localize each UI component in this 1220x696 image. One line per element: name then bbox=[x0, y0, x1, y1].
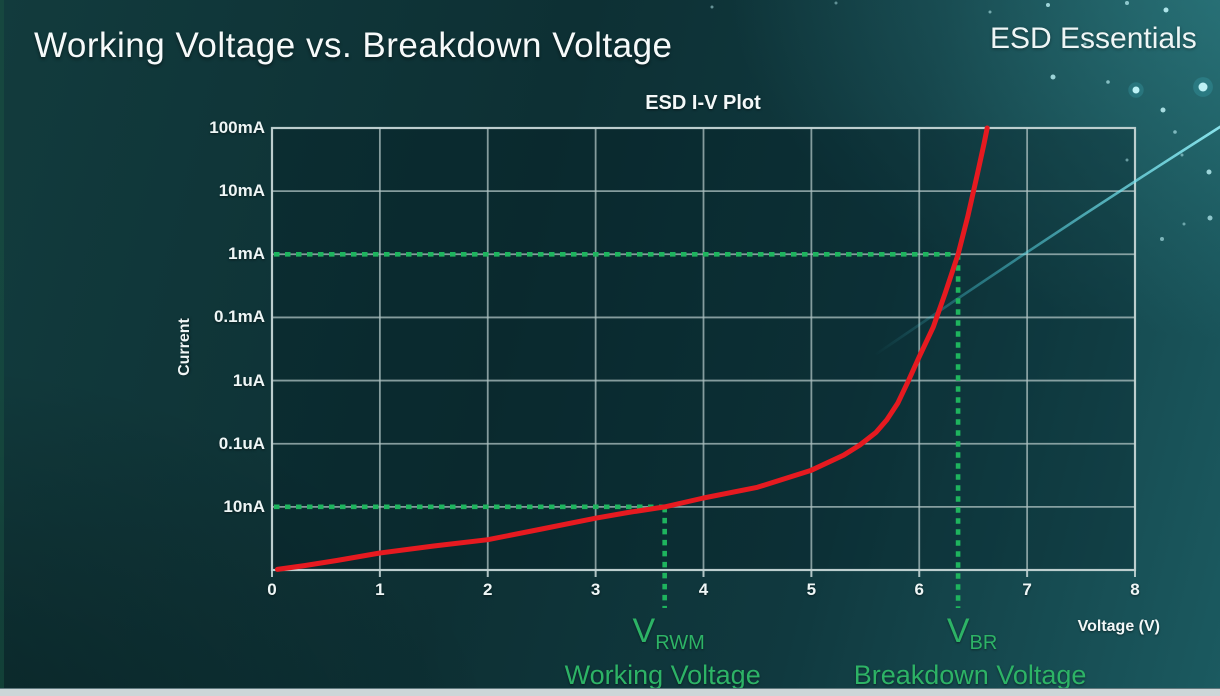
y-tick-label: 1mA bbox=[228, 244, 265, 264]
vbr-subscript: BR bbox=[969, 632, 998, 654]
x-tick-label: 6 bbox=[914, 580, 924, 599]
x-tick-label: 0 bbox=[267, 580, 277, 599]
y-tick-label: 10mA bbox=[218, 181, 265, 201]
vbr-symbol: V bbox=[946, 612, 970, 650]
background-particles bbox=[710, 1, 1213, 241]
working-voltage-caption: Working Voltage bbox=[564, 660, 761, 690]
x-tick-label: 4 bbox=[698, 580, 709, 599]
iv-curve bbox=[274, 125, 990, 572]
y-tick-label: 1uA bbox=[232, 370, 265, 390]
slide-title: Working Voltage vs. Breakdown Voltage bbox=[34, 26, 673, 65]
y-tick-label: 0.1uA bbox=[218, 433, 265, 453]
chart-title: ESD I-V Plot bbox=[645, 92, 761, 114]
x-axis-tick-marks bbox=[271, 570, 1136, 577]
x-axis-title: Voltage (V) bbox=[1077, 618, 1160, 635]
x-tick-label: 1 bbox=[375, 580, 385, 599]
x-tick-label: 5 bbox=[806, 580, 817, 599]
background-accent-arc bbox=[874, 125, 1220, 357]
left-edge-strip bbox=[0, 0, 4, 696]
vrwm-symbol: V bbox=[632, 612, 656, 650]
annotation-dotted-lines bbox=[274, 251, 961, 608]
y-tick-label: 10nA bbox=[223, 496, 265, 516]
vbr-label: VBR bbox=[947, 614, 997, 653]
bottom-bar bbox=[0, 688, 1220, 696]
x-tick-label: 2 bbox=[483, 580, 493, 599]
vrwm-subscript: RWM bbox=[655, 632, 705, 654]
y-tick-label: 100mA bbox=[209, 118, 265, 137]
watermark-text: ESD Essentials bbox=[990, 22, 1197, 55]
vrwm-label: VRWM bbox=[633, 614, 705, 653]
x-tick-label: 7 bbox=[1022, 580, 1032, 599]
y-tick-label: 0.1mA bbox=[213, 307, 265, 327]
x-tick-label: 8 bbox=[1130, 580, 1140, 599]
breakdown-voltage-caption: Breakdown Voltage bbox=[853, 660, 1087, 690]
x-tick-label: 3 bbox=[590, 580, 601, 599]
